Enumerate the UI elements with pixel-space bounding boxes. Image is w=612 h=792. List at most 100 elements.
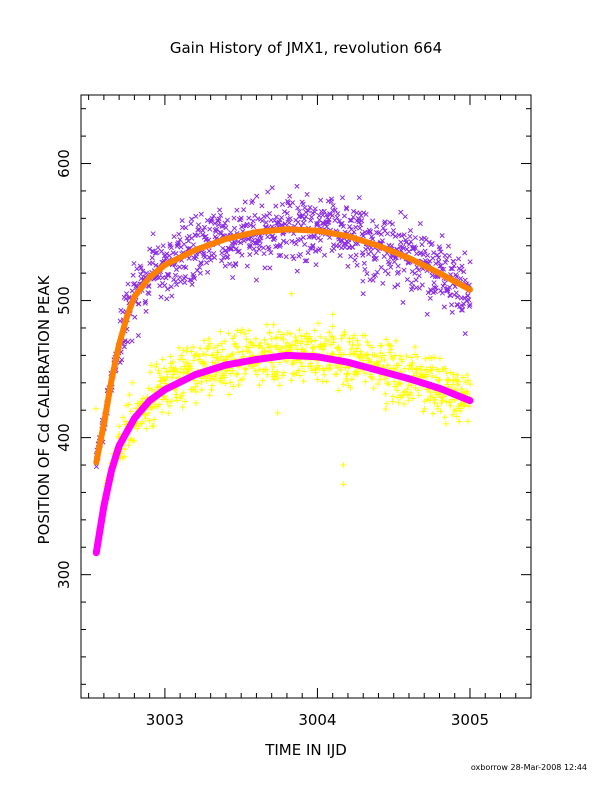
data-point (326, 219, 332, 225)
data-point (258, 235, 264, 241)
data-point (314, 221, 320, 227)
data-point (274, 368, 281, 375)
data-point (391, 378, 398, 385)
data-point (387, 219, 393, 226)
data-point (226, 391, 233, 398)
data-point (312, 337, 319, 344)
data-point (230, 244, 236, 250)
data-point (314, 376, 321, 383)
data-point (223, 354, 230, 361)
data-point (280, 369, 287, 376)
data-point (277, 242, 284, 248)
data-point (367, 371, 374, 378)
data-point (211, 344, 218, 351)
data-point (267, 342, 274, 349)
data-point (325, 219, 331, 225)
data-point (278, 215, 285, 221)
data-point (185, 362, 192, 369)
data-point (178, 278, 184, 285)
data-point (247, 252, 253, 258)
data-point (145, 410, 152, 417)
data-point (132, 314, 138, 320)
data-point (173, 278, 179, 285)
data-point (317, 333, 324, 340)
data-point (250, 223, 256, 229)
data-point (292, 334, 299, 341)
data-point (259, 377, 266, 384)
data-point (234, 207, 240, 213)
data-point (459, 263, 465, 269)
data-point (381, 221, 388, 227)
data-point (449, 381, 456, 388)
data-point (176, 344, 183, 351)
data-point (293, 241, 299, 247)
data-point (389, 221, 395, 227)
data-point (261, 336, 268, 343)
data-point (207, 340, 214, 347)
data-point (242, 365, 249, 372)
data-point (251, 342, 258, 349)
data-point (383, 336, 390, 343)
data-point (408, 354, 415, 361)
data-point (193, 400, 200, 407)
data-point (93, 464, 99, 470)
data-point (315, 362, 322, 369)
data-point (362, 378, 369, 385)
data-point (444, 377, 451, 384)
data-point (264, 341, 271, 348)
data-point (243, 343, 250, 350)
data-point (350, 244, 356, 250)
data-point (312, 369, 319, 376)
data-point (418, 363, 425, 370)
data-point (437, 246, 443, 252)
data-point (398, 239, 404, 245)
data-point (301, 216, 307, 222)
data-point (400, 299, 406, 306)
data-point (125, 281, 131, 287)
data-point (353, 345, 360, 352)
data-point (363, 351, 370, 358)
data-point (205, 336, 212, 343)
data-point (355, 341, 362, 348)
data-point (275, 346, 282, 353)
data-point (169, 293, 175, 299)
data-point (429, 373, 436, 380)
data-point (303, 341, 310, 348)
data-point (321, 208, 327, 214)
data-point (269, 185, 275, 191)
data-point (427, 389, 434, 396)
data-point (204, 260, 210, 266)
data-point (442, 259, 448, 265)
data-point (148, 386, 155, 393)
data-point (377, 350, 384, 357)
data-point (414, 365, 421, 372)
data-point (442, 365, 449, 372)
data-point (198, 211, 204, 217)
data-point (433, 374, 440, 381)
data-point (151, 416, 158, 423)
data-point (387, 261, 393, 267)
data-point (378, 264, 384, 271)
data-point (117, 359, 123, 365)
data-point (409, 280, 415, 286)
data-point (167, 241, 173, 247)
data-point (409, 359, 416, 366)
data-point (192, 383, 199, 390)
data-point (149, 260, 156, 266)
data-point (196, 226, 202, 232)
data-point (381, 375, 388, 382)
data-point (303, 213, 309, 220)
data-point (350, 208, 357, 214)
data-point (142, 415, 149, 422)
data-point (262, 366, 269, 373)
data-point (174, 281, 180, 288)
data-point (181, 398, 188, 405)
data-point (146, 291, 152, 297)
data-point (465, 403, 472, 410)
data-point (340, 381, 347, 388)
data-point (174, 397, 181, 404)
data-point (345, 370, 352, 377)
data-point (431, 399, 438, 406)
data-point (272, 235, 278, 241)
data-point (328, 196, 335, 202)
